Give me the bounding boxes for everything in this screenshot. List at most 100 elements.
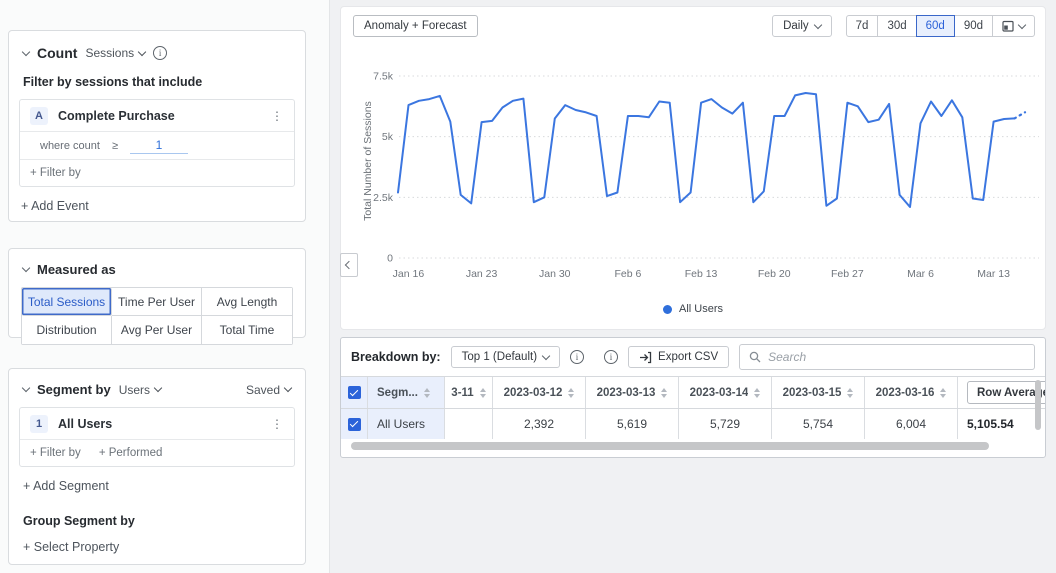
custom-date-range-button[interactable] — [992, 15, 1035, 37]
sort-icon[interactable] — [847, 387, 854, 398]
measure-option-time-per-user[interactable]: Time Per User — [112, 288, 202, 316]
chart-legend: All Users — [341, 303, 1045, 315]
measure-option-total-sessions[interactable]: Total Sessions — [22, 288, 112, 316]
measured-as-card: Measured as Total Sessions Time Per User… — [8, 248, 306, 345]
collapse-sidebar-button[interactable] — [340, 253, 358, 277]
column-header-label: 2023-03-12 — [503, 386, 563, 399]
measured-as-title: Measured as — [37, 262, 116, 277]
value-cell: 5,619 — [586, 409, 679, 439]
range-60d-button[interactable]: 60d — [915, 15, 955, 37]
chevron-left-icon — [344, 260, 354, 270]
sort-icon[interactable] — [661, 387, 668, 398]
add-event-button[interactable]: + Add Event — [21, 199, 89, 213]
table-row: All Users 2,392 5,619 5,729 5,754 6,004 5,105.… — [341, 408, 1045, 439]
sort-icon[interactable] — [754, 387, 761, 398]
filter-heading: Filter by sessions that include — [23, 75, 203, 89]
sort-icon[interactable] — [479, 387, 486, 398]
range-90d-button[interactable]: 90d — [953, 15, 993, 37]
breakdown-toolbar: Breakdown by: Top 1 (Default) Export CSV — [341, 338, 1045, 376]
select-property-button[interactable]: + Select Property — [23, 540, 120, 554]
sort-icon[interactable] — [940, 387, 947, 398]
breakdown-top-dropdown[interactable]: Top 1 (Default) — [450, 346, 561, 368]
segment-type-dropdown[interactable]: Users — [118, 382, 163, 397]
column-header-label: Segm... — [377, 386, 418, 399]
row-average-dropdown[interactable]: Row Average — [967, 381, 1045, 404]
vertical-scrollbar[interactable] — [1035, 380, 1041, 430]
cell-value: 2,392 — [523, 417, 555, 431]
event-name[interactable]: Complete Purchase — [58, 108, 175, 123]
svg-text:0: 0 — [387, 253, 393, 265]
segment-more-options-icon[interactable] — [270, 417, 284, 431]
collapse-segment-chevron-icon[interactable] — [21, 383, 31, 393]
event-filter-by-button[interactable]: + Filter by — [30, 167, 81, 179]
column-header-2023-03-16[interactable]: 2023-03-16 — [865, 377, 958, 408]
segment-type-value: Users — [118, 382, 151, 397]
sort-icon[interactable] — [423, 387, 430, 398]
value-cell: 2,392 — [493, 409, 586, 439]
count-threshold-input[interactable]: 1 — [129, 138, 188, 154]
segment-name[interactable]: All Users — [58, 416, 113, 431]
legend-label[interactable]: All Users — [678, 303, 723, 315]
column-header-2023-03-14[interactable]: 2023-03-14 — [679, 377, 772, 408]
cell-value: 5,619 — [616, 417, 648, 431]
chevron-down-icon — [1017, 20, 1027, 29]
horizontal-scrollbar[interactable] — [351, 442, 989, 450]
collapse-measured-chevron-icon[interactable] — [21, 263, 31, 273]
export-icon — [640, 351, 652, 363]
metric-type-dropdown[interactable]: Sessions — [85, 46, 147, 60]
column-header-2023-03-13[interactable]: 2023-03-13 — [586, 377, 679, 408]
range-7d-button[interactable]: 7d — [845, 15, 879, 37]
gte-operator[interactable]: ≥ — [111, 139, 118, 152]
column-header-3-11[interactable]: 3-11 — [445, 377, 493, 408]
svg-text:Mar 6: Mar 6 — [907, 268, 934, 280]
column-header-label: 2023-03-15 — [782, 386, 842, 399]
row-checkbox[interactable] — [347, 386, 361, 399]
export-csv-label: Export CSV — [658, 351, 719, 363]
event-more-options-icon[interactable] — [270, 109, 284, 123]
saved-dropdown[interactable]: Saved — [245, 382, 293, 397]
granularity-dropdown[interactable]: Daily — [772, 15, 832, 37]
value-cell: 5,729 — [679, 409, 772, 439]
measure-option-avg-per-user[interactable]: Avg Per User — [112, 316, 202, 344]
legend-dot-icon — [662, 304, 672, 314]
svg-text:Mar 13: Mar 13 — [977, 268, 1010, 280]
column-header-label: 3-11 — [451, 386, 474, 399]
row-checkbox[interactable] — [347, 417, 361, 431]
segment-performed-button[interactable]: + Performed — [98, 447, 163, 459]
svg-text:Feb 27: Feb 27 — [831, 268, 864, 280]
collapse-count-chevron-icon[interactable] — [21, 47, 31, 56]
saved-value: Saved — [245, 382, 280, 397]
breakdown-info-icon[interactable] — [570, 350, 585, 364]
measured-as-options: Total Sessions Time Per User Avg Length … — [21, 287, 293, 345]
table-info-icon[interactable] — [604, 350, 619, 364]
chart-controls: Daily 7d 30d 60d 90d — [772, 15, 1035, 37]
column-header-2023-03-15[interactable]: 2023-03-15 — [772, 377, 865, 408]
column-header-segment[interactable]: Segm... — [368, 377, 445, 408]
range-30d-button[interactable]: 30d — [877, 15, 917, 37]
row-average-header-cell: Row Average — [958, 377, 1045, 408]
row-average-value-cell: 5,105.54 — [958, 409, 1045, 439]
value-cell — [445, 409, 493, 439]
count-card: Count Sessions Filter by sessions that i… — [8, 30, 306, 222]
add-segment-button[interactable]: + Add Segment — [23, 479, 109, 493]
measure-option-total-time[interactable]: Total Time — [202, 316, 292, 344]
anomaly-forecast-button[interactable]: Anomaly + Forecast — [353, 15, 478, 37]
export-csv-button[interactable]: Export CSV — [628, 346, 730, 368]
segment-name-cell[interactable]: All Users — [368, 409, 445, 439]
count-info-icon[interactable] — [153, 46, 168, 60]
measure-option-avg-length[interactable]: Avg Length — [202, 288, 292, 316]
column-header-2023-03-12[interactable]: 2023-03-12 — [493, 377, 586, 408]
event-card: A Complete Purchase where count ≥ 1 + Fi… — [19, 99, 295, 187]
event-badge: A — [30, 106, 48, 125]
row-checkbox-cell[interactable] — [341, 409, 368, 439]
sort-icon[interactable] — [568, 387, 575, 398]
column-header-label: 2023-03-13 — [596, 386, 656, 399]
header-checkbox-cell[interactable] — [341, 377, 368, 408]
chevron-down-icon — [153, 383, 163, 393]
column-header-label: 2023-03-16 — [875, 386, 935, 399]
search-input[interactable] — [768, 350, 1025, 364]
chevron-down-icon — [541, 351, 551, 360]
measure-option-distribution[interactable]: Distribution — [22, 316, 112, 344]
segment-filter-by-button[interactable]: + Filter by — [30, 447, 81, 459]
